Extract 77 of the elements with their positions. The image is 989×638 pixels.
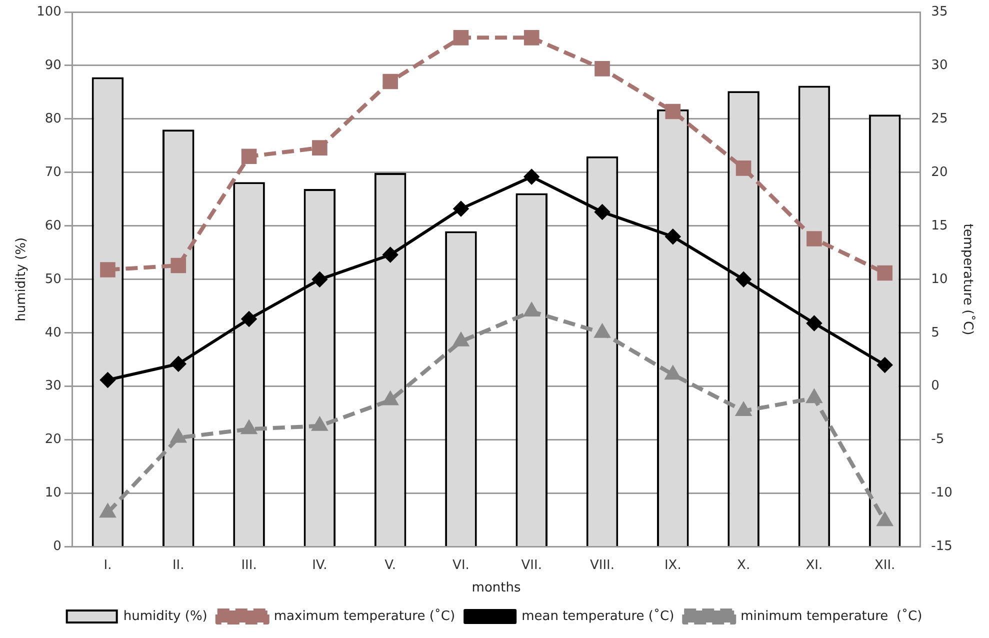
x-tick-label: X. xyxy=(737,558,750,573)
legend-label: mean temperature (˚C) xyxy=(522,608,674,624)
point xyxy=(877,357,892,372)
x-tick-label: I. xyxy=(104,558,112,573)
point xyxy=(594,61,610,76)
y2-tick-label: 35 xyxy=(931,4,948,20)
point xyxy=(594,204,610,220)
point xyxy=(170,356,186,372)
y-tick-label: 70 xyxy=(44,164,62,180)
point xyxy=(453,201,468,216)
legend-label: maximum temperature (˚C) xyxy=(274,608,456,624)
y-tick-label: 60 xyxy=(44,218,62,234)
y-tick-label: 40 xyxy=(44,325,62,340)
point xyxy=(806,231,822,246)
y2-tick-label: 5 xyxy=(931,325,940,340)
x-tick-label: XII. xyxy=(874,558,896,573)
y-axis-title: humidity (%) xyxy=(14,237,30,322)
x-tick-label: VII. xyxy=(521,558,542,573)
x-tick-label: IV. xyxy=(312,558,328,573)
point xyxy=(382,247,398,262)
y2-tick-label: 20 xyxy=(931,164,948,180)
point xyxy=(100,262,116,278)
y2-tick-label: 25 xyxy=(931,111,948,126)
point xyxy=(665,104,681,120)
x-tick-label: V. xyxy=(384,558,396,573)
x-tick-label: VI. xyxy=(452,558,470,573)
point xyxy=(454,333,468,346)
x-tick-label: II. xyxy=(172,558,184,573)
point xyxy=(453,30,469,46)
y2-tick-label: -15 xyxy=(931,539,952,554)
point xyxy=(312,140,328,156)
point xyxy=(312,272,328,287)
point xyxy=(736,160,752,176)
y2-tick-label: 10 xyxy=(931,272,948,287)
point xyxy=(524,169,540,184)
y-tick-label: 90 xyxy=(44,58,62,73)
legend-label: minimum temperature (˚C) xyxy=(740,608,922,624)
point xyxy=(241,148,257,164)
point xyxy=(100,372,116,388)
point xyxy=(242,421,256,434)
point xyxy=(382,74,398,90)
y2-axis-title: temperature (˚C) xyxy=(960,224,976,336)
point xyxy=(312,418,327,431)
y-tick-label: 30 xyxy=(44,378,62,394)
y2-tick-label: -10 xyxy=(931,486,952,501)
legend-label: humidity (%) xyxy=(123,608,208,624)
point xyxy=(524,303,539,316)
point xyxy=(665,229,680,244)
point xyxy=(736,402,751,416)
x-tick-label: III. xyxy=(241,558,257,573)
y-tick-label: 0 xyxy=(53,539,62,554)
y2-tick-label: 30 xyxy=(931,58,948,73)
point xyxy=(595,324,610,338)
y-tick-label: 50 xyxy=(44,272,62,287)
point xyxy=(242,311,257,326)
point xyxy=(170,258,186,274)
x-axis-title: months xyxy=(472,580,521,596)
point xyxy=(666,366,680,380)
x-tick-label: VIII. xyxy=(590,558,615,573)
x-tick-label: XI. xyxy=(806,558,823,573)
point xyxy=(878,513,892,526)
y-tick-label: 80 xyxy=(44,111,62,126)
y-tick-label: 100 xyxy=(36,4,62,20)
point xyxy=(736,272,752,287)
point xyxy=(171,430,186,443)
point xyxy=(806,316,822,331)
point xyxy=(877,265,892,281)
y-tick-label: 10 xyxy=(44,486,62,501)
y2-tick-label: -5 xyxy=(931,432,944,448)
y2-tick-label: 0 xyxy=(931,378,940,394)
y2-tick-label: 15 xyxy=(931,218,948,234)
point xyxy=(383,392,398,406)
x-tick-label: IX. xyxy=(664,558,682,573)
point xyxy=(807,390,822,404)
y-tick-label: 20 xyxy=(44,432,62,448)
point xyxy=(524,30,540,46)
point xyxy=(100,504,115,518)
